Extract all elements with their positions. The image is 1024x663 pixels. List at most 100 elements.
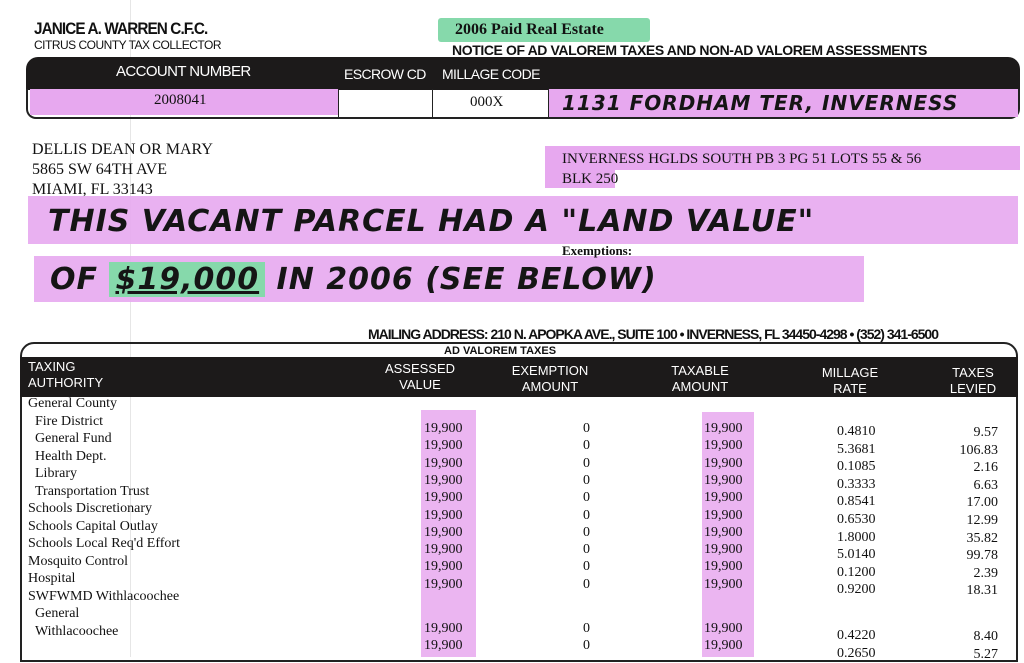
authority-name: Hospital <box>28 571 76 586</box>
cell-exemption: 0 <box>583 559 590 575</box>
cell-levied: 35.82 <box>966 530 999 546</box>
owner-block: DELLIS DEAN OR MARY 5865 SW 64TH AVE MIA… <box>32 140 213 200</box>
header-millage: MILLAGE RATE <box>821 365 879 396</box>
cell-taxable: 19,900 <box>704 559 743 575</box>
cell-taxable: 19,900 <box>704 507 743 523</box>
cell-levied: 18.31 <box>966 583 999 599</box>
cell-taxable: 19,900 <box>704 455 743 471</box>
authority-name: Schools Local Req'd Effort <box>28 536 180 551</box>
cell-assessed: 19,900 <box>424 438 463 454</box>
cell-levied: 106.83 <box>959 442 999 458</box>
cell-exemption: 0 <box>583 576 590 592</box>
cell-exemption: 0 <box>583 542 590 558</box>
cell-assessed: 19,900 <box>424 490 463 506</box>
cell-exemption: 0 <box>583 524 590 540</box>
annotation-line-2: OF $19,000 IN 2006 (SEE BELOW) <box>50 262 657 298</box>
cell-levied: 17.00 <box>966 495 999 511</box>
cell-assessed: 19,900 <box>424 638 463 654</box>
authority-name: Health Dept. <box>35 448 107 464</box>
escrow-cell <box>338 89 433 117</box>
cell-assessed: 19,900 <box>424 576 463 592</box>
authority-name: Library <box>35 466 77 481</box>
cell-taxable: 19,900 <box>704 638 743 654</box>
account-number: 2008041 <box>154 92 207 108</box>
annotation-line-1: THIS VACANT PARCEL HAD A "LAND VALUE" <box>48 204 815 239</box>
cell-levied: 9.57 <box>973 425 999 440</box>
owner-city: MIAMI, FL 33143 <box>32 181 153 198</box>
owner-street: 5865 SW 64TH AVE <box>32 161 167 178</box>
escrow-header: ESCROW CD <box>344 66 426 82</box>
legal-line-2: BLK 250 <box>562 171 619 187</box>
cell-exemption: 0 <box>583 438 590 454</box>
legal-description: INVERNESS HGLDS SOUTH PB 3 PG 51 LOTS 55… <box>562 149 921 189</box>
cell-assessed: 19,900 <box>424 524 463 540</box>
cell-rate: 0.2650 <box>837 645 876 661</box>
cell-rate: 0.9200 <box>837 582 876 598</box>
header-exemption: EXEMPTION AMOUNT <box>511 363 589 394</box>
cell-assessed: 19,900 <box>424 542 463 558</box>
cell-assessed: 19,900 <box>424 421 463 436</box>
header-assessed: ASSESSED VALUE <box>384 361 456 392</box>
account-row: 2008041 000X 1131 FORDHAM TER, INVERNESS <box>26 89 1020 119</box>
cell-exemption: 0 <box>583 472 590 488</box>
cell-levied: 12.99 <box>966 513 999 528</box>
handwritten-address: 1131 FORDHAM TER, INVERNESS <box>562 91 959 115</box>
cell-taxable: 19,900 <box>704 490 743 506</box>
cell-levied: 6.63 <box>973 477 999 493</box>
authority-name: Transportation Trust <box>35 483 150 499</box>
section-title: AD VALOREM TAXES <box>444 345 557 357</box>
cell-rate: 1.8000 <box>837 529 876 545</box>
cell-taxable: 19,900 <box>704 438 743 454</box>
account-header-bar: ACCOUNT NUMBER ESCROW CD MILLAGE CODE <box>26 57 1020 90</box>
cell-exemption: 0 <box>583 621 590 636</box>
millage-code: 000X <box>470 94 504 110</box>
cell-taxable: 19,900 <box>704 576 743 592</box>
authority-name: SWFWMD Withlacoochee <box>28 588 180 604</box>
cell-assessed: 19,900 <box>424 621 463 636</box>
cell-exemption: 0 <box>583 421 590 436</box>
annotation-of: OF <box>50 262 98 297</box>
cell-assessed: 19,900 <box>424 472 463 488</box>
notice-title: NOTICE OF AD VALOREM TAXES AND NON-AD VA… <box>452 42 927 58</box>
cell-levied: 8.40 <box>973 629 999 644</box>
authority-name: General Fund <box>35 431 112 446</box>
cell-rate: 0.1200 <box>837 564 876 580</box>
owner-name: DELLIS DEAN OR MARY <box>32 141 213 158</box>
collector-title: CITRUS COUNTY TAX COLLECTOR <box>34 38 221 52</box>
header-levied: TAXES LEVIED <box>949 365 997 396</box>
mailing-address: MAILING ADDRESS: 210 N. APOPKA AVE., SUI… <box>368 326 939 342</box>
cell-rate: 0.6530 <box>837 512 876 527</box>
cell-assessed: 19,900 <box>424 559 463 575</box>
table-header: TAXING AUTHORITY ASSESSED VALUE EXEMPTION A… <box>20 357 1018 397</box>
stamp-highlight <box>438 18 650 42</box>
cell-rate: 0.4810 <box>837 424 876 439</box>
authority-name: General County <box>28 396 118 411</box>
cell-rate: 5.3681 <box>837 441 876 457</box>
cell-assessed: 19,900 <box>424 507 463 523</box>
authority-name: Withlacoochee <box>35 623 119 639</box>
cell-rate: 0.4220 <box>837 628 876 643</box>
cell-assessed: 19,900 <box>424 455 463 471</box>
legal-line-1: INVERNESS HGLDS SOUTH PB 3 PG 51 LOTS 55… <box>562 151 922 167</box>
cell-taxable: 19,900 <box>704 621 743 636</box>
cell-levied: 2.16 <box>973 460 999 476</box>
cell-exemption: 0 <box>583 490 590 506</box>
cell-taxable: 19,900 <box>704 421 743 436</box>
cell-rate: 0.8541 <box>837 494 876 510</box>
cell-rate: 0.3333 <box>837 476 876 492</box>
authority-name: Schools Capital Outlay <box>28 518 158 534</box>
cell-exemption: 0 <box>583 507 590 523</box>
paid-stamp: 2006 Paid Real Estate <box>455 21 604 38</box>
account-number-header: ACCOUNT NUMBER <box>116 63 251 80</box>
land-value-amount: $19,000 <box>109 262 266 297</box>
authority-name: Fire District <box>35 413 104 429</box>
authority-name: General <box>35 606 80 621</box>
header-taxable: TAXABLE AMOUNT <box>671 363 729 394</box>
authority-name: Schools Discretionary <box>28 501 153 516</box>
cell-exemption: 0 <box>583 638 590 654</box>
authority-name: Mosquito Control <box>28 553 128 569</box>
cell-taxable: 19,900 <box>704 524 743 540</box>
collector-name: JANICE A. WARREN C.F.C. <box>34 19 208 38</box>
cell-rate: 0.1085 <box>837 459 876 475</box>
header-authority: TAXING AUTHORITY <box>28 359 104 390</box>
